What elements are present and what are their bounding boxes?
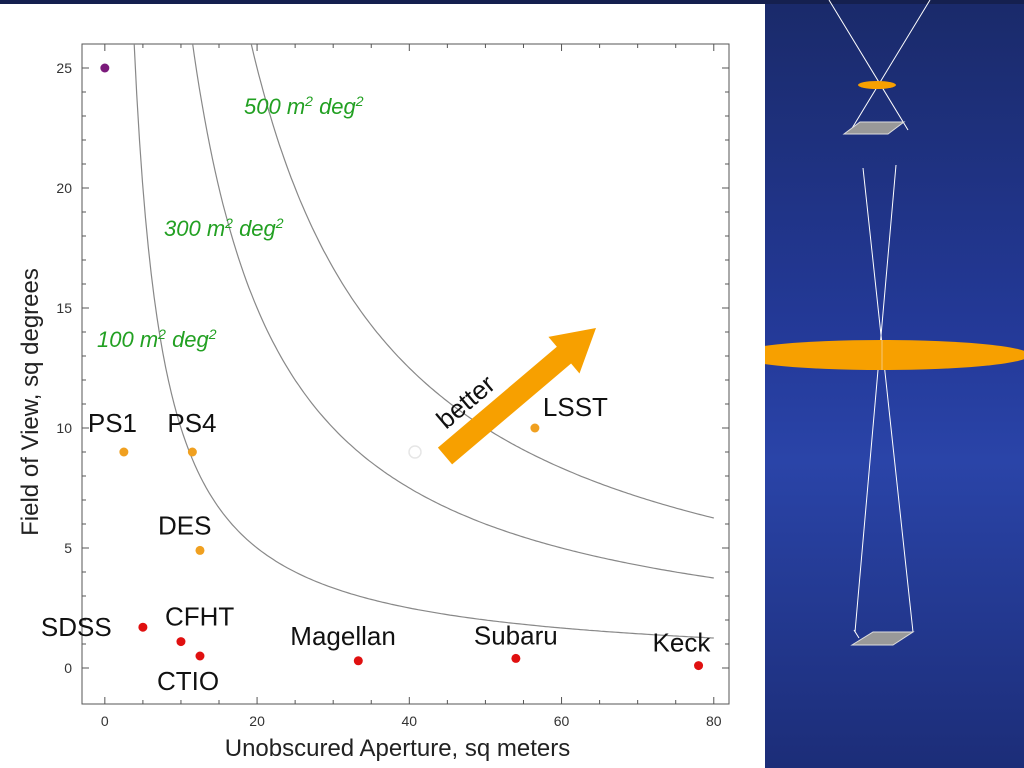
small-ray-left: [828, 0, 909, 131]
point-label-ps4: PS4: [167, 408, 216, 438]
point-label-lsst: LSST: [543, 392, 608, 422]
small-lens: [858, 81, 896, 89]
point-label-ctio: CTIO: [157, 666, 219, 696]
point-ps4: [187, 447, 197, 457]
x-tick-label: 20: [249, 713, 265, 729]
point-label-sdss: SDSS: [41, 612, 112, 642]
point-des: [195, 545, 205, 555]
point-label-keck: Keck: [653, 628, 712, 658]
curve-label-500: 500 m2 deg2: [244, 93, 364, 119]
point-label-ps1: PS1: [88, 408, 137, 438]
y-axis-label: Field of View, sq degrees: [17, 268, 44, 536]
plot-frame: [81, 43, 730, 705]
large-ray-left: [862, 167, 914, 633]
point-subaru: [511, 653, 521, 663]
point-cfht: [176, 637, 186, 647]
chart-panel: 0 20 40 60 80 0 5 10 15 20 25 Unobscured Aperture, …: [0, 4, 765, 768]
y-tick-label: 20: [56, 180, 72, 196]
point-magellan: [353, 656, 363, 666]
telescope-optics-diagram: [765, 0, 1024, 646]
small-ray-right: [850, 0, 931, 131]
point-lsst: [530, 423, 540, 433]
y-tick-label: 0: [64, 660, 72, 676]
x-tick-label: 80: [706, 713, 722, 729]
better-arrow: [437, 327, 596, 465]
large-ray-right: [854, 164, 897, 633]
y-tick-label: 15: [56, 300, 72, 316]
x-tick-label: 60: [554, 713, 570, 729]
curve-label-100: 100 m2 deg2: [97, 326, 217, 352]
y-tick-label: 5: [64, 540, 72, 556]
point-label-cfht: CFHT: [165, 602, 234, 632]
small-detector: [842, 121, 906, 135]
better-arrow-shape: [437, 327, 596, 465]
point-keck: [694, 661, 704, 671]
point-label-des: DES: [158, 510, 211, 540]
y-tick-label: 10: [56, 420, 72, 436]
point-ps1: [119, 447, 129, 457]
iso-curve-100: [133, 44, 714, 639]
chart: 0 20 40 60 80 0 5 10 15 20 25 Unobscured Aperture, …: [17, 43, 730, 762]
point-label-magellan: Magellan: [290, 621, 396, 651]
x-tick-label: 0: [101, 713, 109, 729]
curve-label-300: 300 m2 deg2: [164, 215, 284, 241]
point-sdss: [138, 622, 148, 632]
point-label-subaru: Subaru: [474, 620, 558, 650]
point-ctio: [195, 651, 205, 661]
faint-marker: [408, 445, 422, 459]
x-axis-label: Unobscured Aperture, sq meters: [225, 735, 571, 762]
y-tick-label: 25: [56, 60, 72, 76]
iso-curve-300: [192, 44, 714, 579]
large-ray-edge: [853, 629, 860, 639]
top-bar: [0, 0, 1024, 4]
x-tick-label: 40: [402, 713, 418, 729]
large-lens: [765, 340, 1024, 370]
large-detector: [850, 631, 915, 646]
point-unlabeled: [100, 63, 110, 73]
